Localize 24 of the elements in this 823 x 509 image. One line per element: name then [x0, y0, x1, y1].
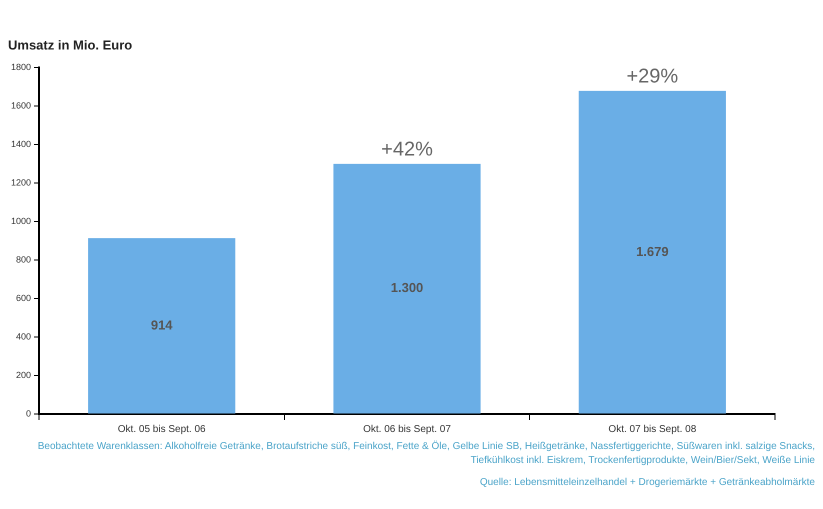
y-tick-label: 1200: [10, 178, 32, 188]
bar: [88, 238, 236, 414]
x-tick-label: Okt. 05 bis Sept. 06: [118, 424, 206, 435]
y-tick-label: 1600: [10, 100, 32, 111]
y-tick-label: 1400: [10, 139, 32, 150]
y-axis-title: Umsatz in Mio. Euro: [8, 37, 132, 52]
y-tick-label: 200: [16, 370, 32, 380]
data-label: 1.300: [390, 280, 424, 296]
bar: [578, 90, 726, 414]
y-tick-label: 600: [16, 293, 32, 304]
x-tick-label: Okt. 07 bis Sept. 08: [608, 424, 697, 435]
text: Beobachtete Warenklassen: Alkoholfreie Getränke, Brotaufstriche süß, Feinkost, Fette & Öle, Gelbe Linie SB, Heißgetränke, Nassfertiggerichte, Süßwaren inkl. salzige Snacks, Tiefkühlkost inkl. Eiskrem, Trockenfertigprodukte, Wein/Bier/Sekt, Weiße Linie: [36, 440, 815, 468]
y-tick-label: 400: [16, 332, 32, 342]
annotation: +29%: [626, 65, 678, 88]
bar: [333, 164, 481, 414]
y-tick-label: 0: [26, 408, 32, 418]
x-tick-label: Okt. 06 bis Sept. 07: [363, 424, 452, 435]
y-tick-label: 1800: [10, 62, 32, 72]
y-tick-label: 1000: [10, 216, 32, 226]
y-tick-label: 800: [16, 254, 32, 265]
annotation: +42%: [381, 138, 434, 160]
source-note: Quelle: Lebensmitteleinzelhandel + Drogeriemärkte + Getränkeabholmärkte: [478, 476, 815, 490]
data-label: 1.679: [636, 244, 669, 259]
data-label: 914: [150, 317, 174, 332]
